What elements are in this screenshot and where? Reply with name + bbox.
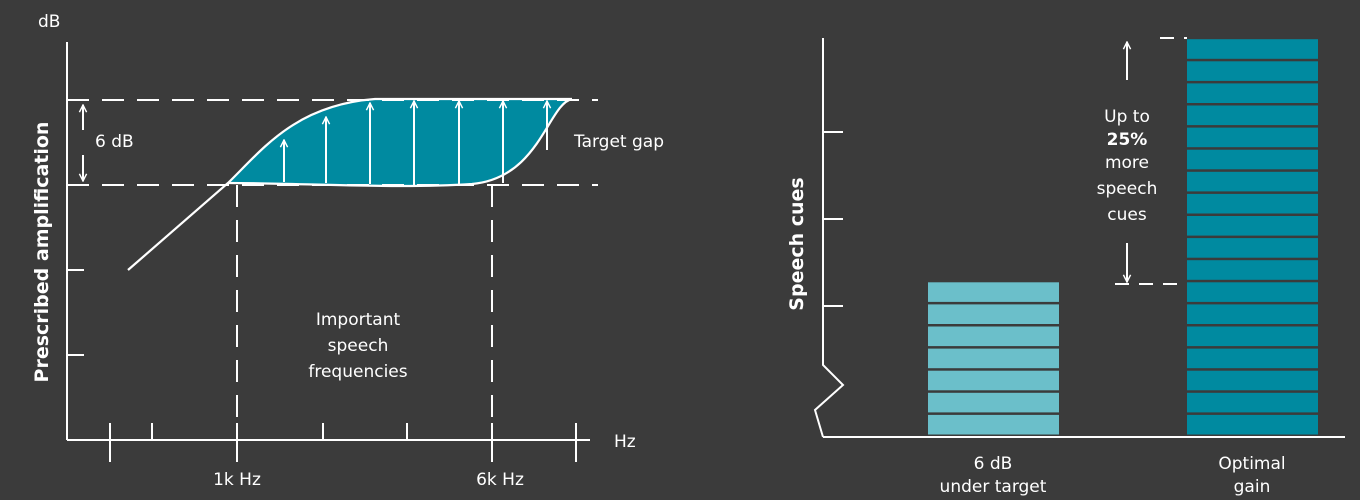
- bar-segment: [928, 414, 1059, 435]
- bar-segment: [1187, 149, 1318, 170]
- annotation-line1: Up to: [1104, 107, 1150, 127]
- region-label-line2: speech: [328, 336, 389, 356]
- bar-segment: [1187, 392, 1318, 413]
- bar-segment: [1187, 83, 1318, 103]
- bar-segment: [928, 370, 1059, 391]
- annotation-line4: speech: [1097, 179, 1158, 199]
- tick-label-6k: 6k Hz: [476, 470, 524, 490]
- right-axes: [813, 38, 1345, 438]
- bar-segment: [1187, 61, 1318, 81]
- right-y-axis-title: Speech cues: [786, 177, 808, 310]
- bar-segment: [1187, 326, 1318, 347]
- bar-level-guides: [1115, 37, 1187, 285]
- bar-segment: [1187, 127, 1318, 148]
- fitted-curve: [227, 97, 573, 188]
- annotation-line5: cues: [1107, 205, 1147, 225]
- bar-optimal-gain: [1187, 39, 1318, 435]
- left-axes: [66, 42, 590, 462]
- target-gap-label: Target gap: [573, 132, 664, 152]
- bar-segment: [928, 282, 1059, 302]
- bar-segment: [1187, 39, 1318, 59]
- bar-segment: [1187, 414, 1318, 435]
- bar1-label-line2: gain: [1234, 477, 1271, 497]
- left-y-axis-title: Prescribed amplification: [31, 122, 53, 383]
- bar-segment: [1187, 304, 1318, 324]
- bar-segment: [1187, 348, 1318, 369]
- region-label-line3: frequencies: [308, 362, 407, 382]
- annotation-line3: more: [1105, 153, 1149, 173]
- bar-segment: [928, 304, 1059, 324]
- bar-segment: [1187, 370, 1318, 391]
- y-unit-label: dB: [38, 12, 60, 32]
- target-gap-area: [228, 99, 572, 186]
- bar-segment: [1187, 171, 1318, 192]
- bar1-label-line1: Optimal: [1218, 454, 1285, 474]
- tick-label-1k: 1k Hz: [213, 470, 261, 490]
- bar-segment: [928, 348, 1059, 369]
- bar-segment: [928, 392, 1059, 413]
- region-label-line1: Important: [316, 310, 401, 330]
- bar-segment: [1187, 282, 1318, 302]
- speech-cues-diagram: Up to 25% more speech cues Speech cues 6…: [786, 37, 1345, 497]
- bar-segment: [1187, 193, 1318, 214]
- annotation-percent: 25%: [1107, 130, 1148, 150]
- bar0-label-line1: 6 dB: [974, 454, 1013, 474]
- bar-segment: [1187, 238, 1318, 258]
- six-db-label: 6 dB: [95, 132, 134, 152]
- prescription-curve: [127, 97, 572, 271]
- bar-segment: [1187, 260, 1318, 280]
- bar-segment: [928, 326, 1059, 347]
- bar-segment: [1187, 105, 1318, 126]
- bar0-label-line2: under target: [940, 477, 1047, 497]
- gap-arrows: [284, 101, 547, 185]
- amplification-diagram: dB Hz Prescribed amplification 6 dB Targ…: [31, 12, 664, 490]
- bar-6db-under-target: [928, 282, 1059, 435]
- bar-segment: [1187, 216, 1318, 236]
- x-unit-label: Hz: [614, 432, 636, 452]
